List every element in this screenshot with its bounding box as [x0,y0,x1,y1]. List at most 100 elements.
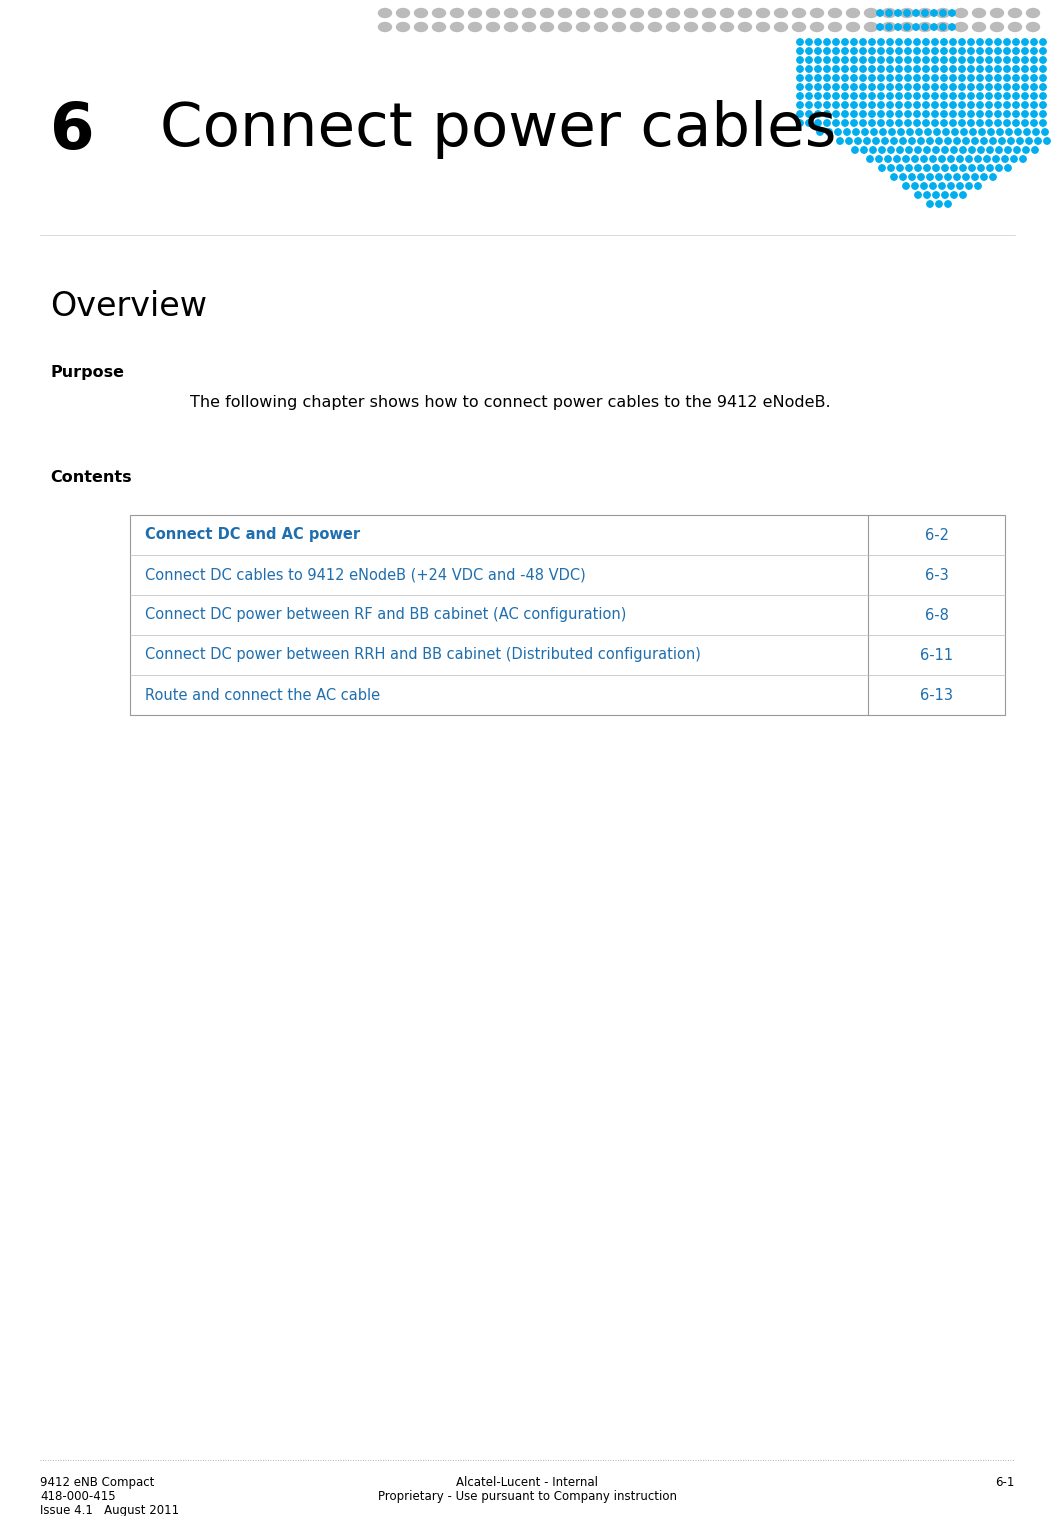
Circle shape [977,49,983,55]
Circle shape [850,74,858,82]
Circle shape [878,56,884,64]
Circle shape [951,165,957,171]
Text: Issue 4.1   August 2011: Issue 4.1 August 2011 [40,1504,179,1516]
Circle shape [864,138,870,144]
Circle shape [932,49,938,55]
Circle shape [886,9,893,17]
Circle shape [905,49,912,55]
Ellipse shape [450,9,463,18]
Circle shape [797,56,803,64]
Circle shape [977,120,983,126]
Circle shape [797,111,803,117]
Circle shape [797,102,803,108]
Circle shape [896,102,902,108]
Circle shape [797,74,803,82]
Ellipse shape [685,23,697,32]
Circle shape [887,49,894,55]
Ellipse shape [828,9,842,18]
Circle shape [913,24,919,30]
Ellipse shape [882,23,896,32]
Circle shape [1003,74,1011,82]
Circle shape [1013,56,1019,64]
Circle shape [995,74,1001,82]
Circle shape [903,156,909,162]
Circle shape [908,174,915,180]
Circle shape [869,56,876,64]
Text: Connect DC power between RRH and BB cabinet (Distributed configuration): Connect DC power between RRH and BB cabi… [145,647,701,662]
Circle shape [916,129,922,135]
Circle shape [925,129,932,135]
Circle shape [940,9,946,17]
Circle shape [888,129,896,135]
Ellipse shape [595,23,608,32]
Circle shape [842,56,848,64]
Circle shape [869,147,877,153]
Circle shape [985,92,992,99]
Circle shape [806,74,812,82]
Ellipse shape [522,9,536,18]
Circle shape [896,56,902,64]
Circle shape [882,138,888,144]
Circle shape [941,102,947,108]
Circle shape [941,74,947,82]
Circle shape [950,102,956,108]
Text: Connect DC power between RF and BB cabinet (AC configuration): Connect DC power between RF and BB cabin… [145,608,627,623]
Circle shape [814,65,821,73]
Circle shape [1003,56,1011,64]
Circle shape [806,39,812,45]
Text: 6-8: 6-8 [924,608,948,623]
Circle shape [950,49,956,55]
Circle shape [941,120,947,126]
Ellipse shape [558,9,572,18]
Circle shape [862,129,868,135]
Circle shape [936,200,942,208]
Circle shape [934,129,940,135]
Circle shape [987,129,994,135]
Circle shape [797,83,803,89]
Circle shape [842,102,848,108]
Ellipse shape [379,9,391,18]
Ellipse shape [955,23,967,32]
Ellipse shape [846,23,860,32]
Circle shape [851,147,858,153]
Circle shape [1013,39,1019,45]
Circle shape [1025,138,1032,144]
Circle shape [906,147,913,153]
Circle shape [950,83,956,89]
Circle shape [933,193,939,199]
Circle shape [905,111,912,117]
Circle shape [993,156,999,162]
Circle shape [961,129,967,135]
Circle shape [900,138,906,144]
Circle shape [990,174,996,180]
Circle shape [890,174,897,180]
Circle shape [950,111,956,117]
Circle shape [869,92,876,99]
Ellipse shape [991,23,1003,32]
Bar [130,515,1005,716]
Ellipse shape [937,23,950,32]
Ellipse shape [468,9,481,18]
Ellipse shape [864,23,878,32]
Circle shape [900,174,906,180]
Circle shape [986,147,993,153]
Circle shape [985,111,992,117]
Circle shape [842,74,848,82]
Circle shape [963,138,970,144]
Circle shape [842,111,848,117]
Circle shape [947,183,954,190]
Circle shape [913,9,919,17]
Circle shape [929,183,936,190]
Circle shape [1022,83,1029,89]
Circle shape [1003,92,1011,99]
Circle shape [995,83,1001,89]
Circle shape [860,102,866,108]
Circle shape [940,24,946,30]
Circle shape [984,156,991,162]
Circle shape [914,83,920,89]
Circle shape [942,165,948,171]
Text: Connect power cables: Connect power cables [160,100,837,159]
Circle shape [878,83,884,89]
Circle shape [932,56,938,64]
Circle shape [997,129,1003,135]
